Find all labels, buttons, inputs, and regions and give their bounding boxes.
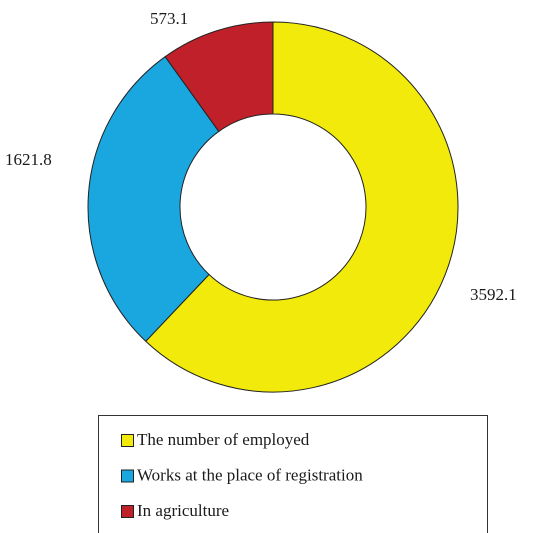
legend-label: The number of employed bbox=[137, 430, 310, 449]
donut-slice bbox=[87, 55, 220, 342]
donut-slice bbox=[145, 21, 459, 393]
legend-swatch bbox=[121, 469, 134, 483]
legend-swatch bbox=[121, 434, 134, 447]
legend-box bbox=[98, 415, 488, 533]
donut-slice bbox=[164, 21, 274, 133]
legend-label: In agriculture bbox=[137, 501, 229, 520]
data-label: 3592.1 bbox=[470, 285, 517, 304]
legend-label: Works at the place of registration bbox=[137, 465, 363, 484]
data-label: 573.1 bbox=[150, 9, 188, 28]
legend-swatch bbox=[121, 505, 134, 518]
data-label: 1621.8 bbox=[5, 150, 52, 169]
